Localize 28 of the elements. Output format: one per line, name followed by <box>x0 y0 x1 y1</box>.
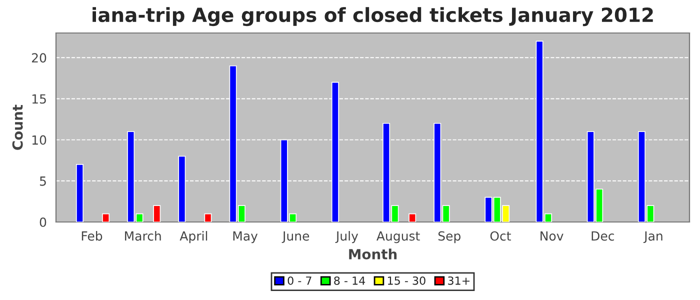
y-tick-label: 0 <box>40 217 46 227</box>
bar <box>408 213 416 222</box>
legend-label: 31+ <box>448 276 470 285</box>
x-tick-label: Dec <box>592 231 614 241</box>
x-tick-label: Jan <box>643 231 662 244</box>
y-tick-label: 5 <box>40 176 46 186</box>
x-tick-label: May <box>233 231 258 244</box>
x-tick-label: July <box>335 231 358 244</box>
chart-title: iana-trip Age groups of closed tickets January 2012 <box>92 7 653 26</box>
x-axis-title: Month <box>349 248 397 260</box>
legend-label: 0 - 7 <box>288 276 312 285</box>
x-tick-label: March <box>125 231 161 241</box>
bar <box>153 205 161 222</box>
bar <box>102 213 110 222</box>
legend-label: 8 - 14 <box>334 276 366 285</box>
x-tick-label: Feb <box>82 231 102 241</box>
legend-label: 15 - 30 <box>388 276 426 285</box>
x-tick-label: August <box>376 231 420 244</box>
y-tick-label: 10 <box>32 135 46 145</box>
y-tick-label: 20 <box>32 53 46 63</box>
x-tick-label: Sep <box>438 231 460 244</box>
x-tick-label: April <box>180 231 208 244</box>
x-tick-label: June <box>282 231 310 244</box>
y-tick-label: 15 <box>32 94 46 104</box>
y-axis-title: Count <box>12 104 23 150</box>
x-tick-label: Nov <box>540 231 564 241</box>
bar <box>204 213 212 222</box>
x-tick-label: Oct <box>490 231 511 241</box>
